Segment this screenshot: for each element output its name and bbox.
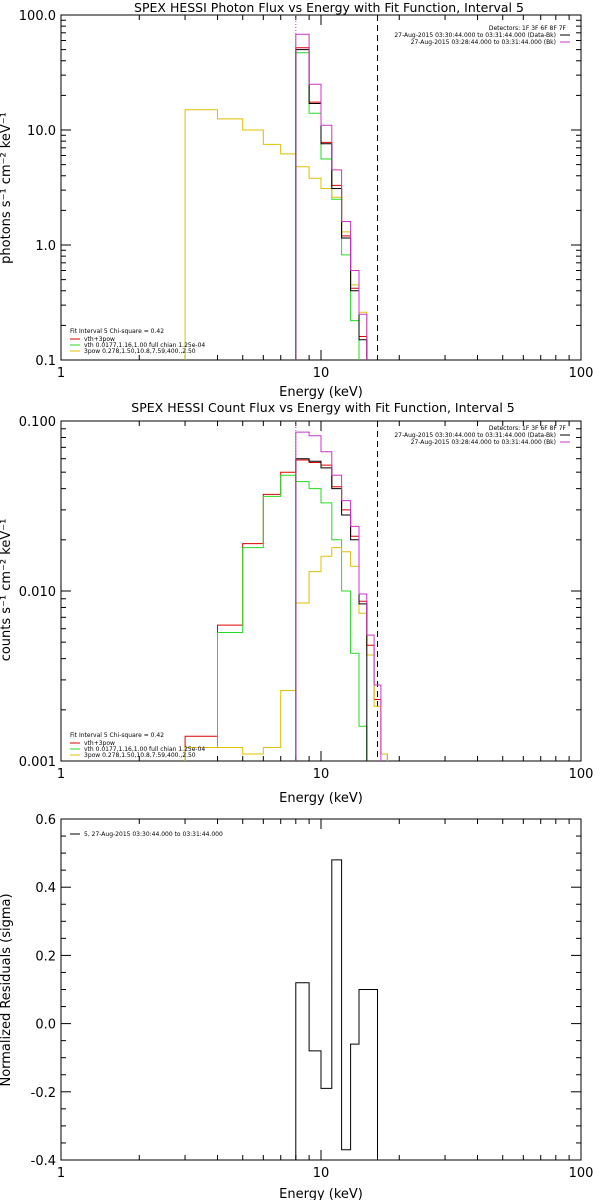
- photon-y-tick-label: 0.1: [35, 354, 56, 369]
- photon-legend-label-2: 3pow 0.278,1.50,10.8,7.59,400.,2.50: [84, 348, 196, 355]
- count-x-tick-label: 1: [57, 767, 65, 782]
- photon-chart-title: SPEX HESSI Photon Flux vs Energy with Fi…: [134, 0, 524, 15]
- residuals-legend: 5, 27-Aug-2015 03:30:44.000 to 03:31:44.…: [70, 831, 223, 838]
- residuals-x-tick-label: 1: [57, 1166, 65, 1181]
- photon-legend-databk: 27-Aug-2015 03:30:44.000 to 03:31:44.000…: [394, 32, 556, 39]
- count-legend-detectors: Detectors: 1F 3F 6F 8F 7F: [489, 425, 567, 432]
- count-legend-fit-header: Fit Interval 5 Chi-square = 0.42: [70, 732, 164, 739]
- residuals-x-tick-label: 100: [569, 1166, 594, 1181]
- photon-series-4-steps: [295, 33, 368, 360]
- residuals-series-0-steps: [295, 859, 378, 1160]
- photon-y-axis-label: photons s⁻¹ cm⁻² keV⁻¹: [0, 112, 14, 264]
- count-y-tick-label: 0.100: [19, 415, 56, 430]
- count-legend: Detectors: 1F 3F 6F 8F 7F 27-Aug-2015 03…: [70, 425, 570, 759]
- count-series-4-steps: [295, 431, 382, 761]
- count-y-axis-label: counts s⁻¹ cm⁻² keV⁻¹: [0, 519, 14, 662]
- residuals-y-tick-label: 0.6: [35, 813, 56, 828]
- residuals-x-tick-label: 10: [313, 1166, 330, 1181]
- photon-legend-fit-header: Fit Interval 5 Chi-square = 0.42: [70, 328, 164, 335]
- photon-y-tick-label: 100.0: [19, 9, 56, 24]
- photon-x-axis-label: Energy (keV): [279, 385, 363, 400]
- residuals-legend-label: 5, 27-Aug-2015 03:30:44.000 to 03:31:44.…: [84, 831, 223, 838]
- photon-legend-detectors: Detectors: 1F 3F 6F 8F 7F: [489, 25, 567, 32]
- photon-series-0-steps: [295, 47, 368, 360]
- count-legend-label-0: vth+3pow: [84, 740, 115, 747]
- count-flux-panel: SPEX HESSI Count Flux vs Energy with Fit…: [0, 400, 593, 806]
- count-x-axis-label: Energy (keV): [279, 791, 363, 806]
- photon-y-tick-label: 1.0: [35, 239, 56, 254]
- photon-legend: Detectors: 1F 3F 6F 8F 7F 27-Aug-2015 03…: [70, 25, 570, 355]
- count-chart-title: SPEX HESSI Count Flux vs Energy with Fit…: [131, 400, 514, 415]
- photon-legend-label-0: vth+3pow: [84, 336, 115, 343]
- residuals-panel: Energy (keV) Normalized Residuals (sigma…: [0, 813, 593, 1200]
- count-legend-label-2: 3pow 0.278,1.50,10.8,7.59,400.,2.50: [84, 752, 196, 759]
- photon-x-tick-label: 100: [569, 366, 594, 381]
- residuals-y-tick-label: -0.2: [31, 1086, 56, 1101]
- photon-x-tick-label: 10: [313, 366, 330, 381]
- photon-flux-panel: SPEX HESSI Photon Flux vs Energy with Fi…: [0, 0, 593, 400]
- residuals-y-tick-label: 0.0: [35, 1018, 56, 1033]
- residuals-y-axis-label: Normalized Residuals (sigma): [0, 893, 14, 1086]
- photon-series-1-steps: [295, 52, 360, 360]
- count-x-tick-label: 10: [313, 767, 330, 782]
- photon-x-tick-label: 1: [57, 366, 65, 381]
- count-series-0-steps: [184, 459, 388, 761]
- count-legend-label-1: vth 0.0177,1.16,1.00 full chian 1.25e-04: [84, 746, 205, 753]
- count-plot-frame: [60, 420, 582, 762]
- count-series-2-steps: [184, 547, 388, 761]
- residuals-y-tick-label: 0.4: [35, 881, 56, 896]
- count-y-tick-label: 0.010: [19, 585, 56, 600]
- photon-series-3-steps: [295, 49, 368, 360]
- photon-legend-label-1: vth 0.0177,1.16,1.00 full chian 1.25e-04: [84, 342, 205, 349]
- photon-legend-bk: 27-Aug-2015 03:28:44.000 to 03:31:44.000…: [411, 39, 556, 46]
- residuals-plot-frame: [60, 818, 582, 1161]
- count-legend-databk: 27-Aug-2015 03:30:44.000 to 03:31:44.000…: [394, 432, 556, 439]
- residuals-y-tick-label: -0.4: [31, 1154, 56, 1169]
- photon-series-2-steps: [184, 109, 368, 360]
- count-legend-bk: 27-Aug-2015 03:28:44.000 to 03:31:44.000…: [411, 439, 556, 446]
- count-series-1-steps: [184, 474, 368, 761]
- photon-y-tick-label: 10.0: [27, 124, 56, 139]
- residuals-y-tick-label: 0.2: [35, 949, 56, 964]
- count-x-tick-label: 100: [569, 767, 594, 782]
- residuals-x-axis-label: Energy (keV): [279, 1187, 363, 1200]
- count-y-tick-label: 0.001: [19, 755, 56, 770]
